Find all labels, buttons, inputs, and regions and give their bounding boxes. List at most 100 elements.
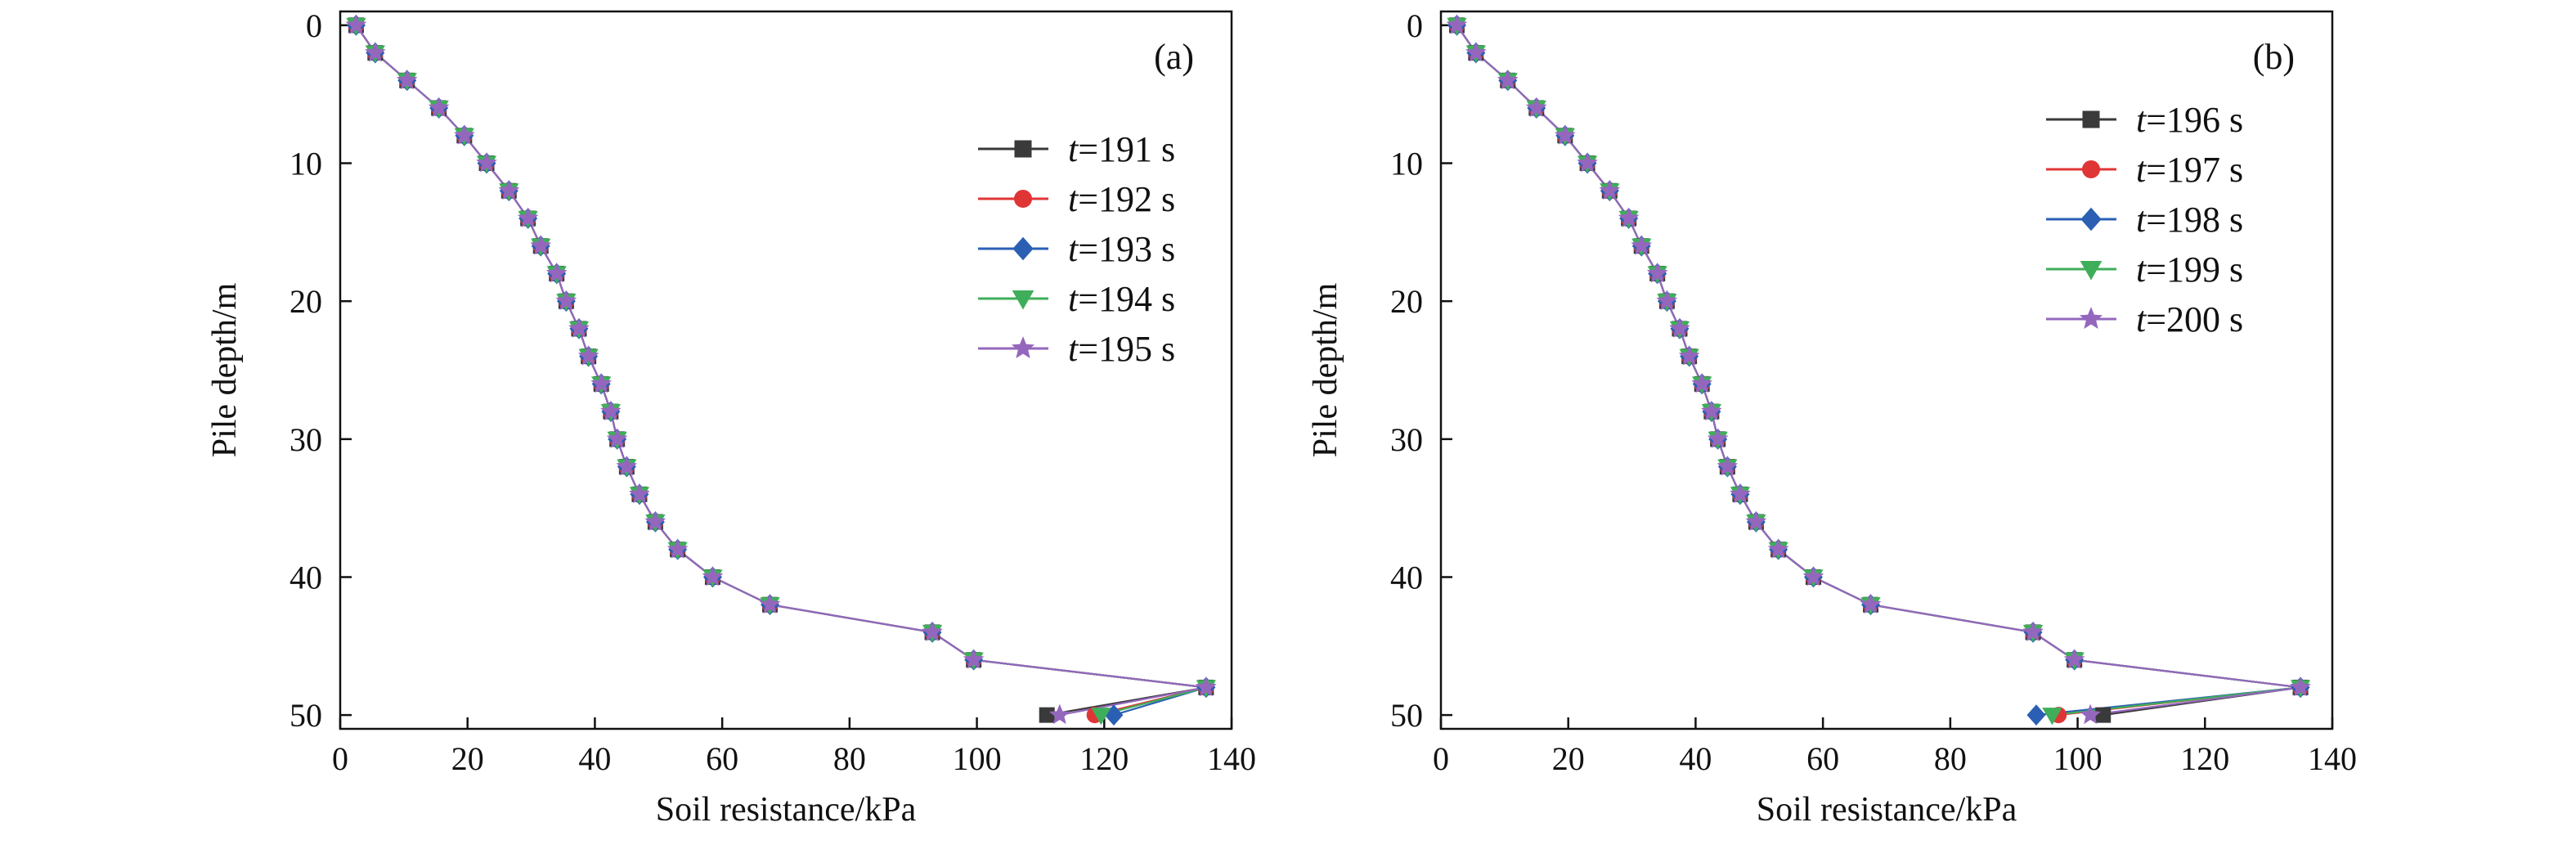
legend-marker	[2082, 160, 2100, 178]
x-tick-label: 40	[578, 740, 611, 777]
data-point	[1745, 510, 1767, 531]
data-point	[1577, 152, 1598, 173]
x-axis-title: Soil resistance/kPa	[1757, 791, 2017, 829]
data-point	[922, 621, 943, 641]
data-point	[1039, 707, 1055, 723]
x-tick-label: 120	[2180, 740, 2229, 777]
chart-panel-a: 0 20 40 60 80 100 120 140 0 10 20 30 40 50 Soil resist…	[206, 7, 1256, 829]
legend-label: t=198 s	[2136, 200, 2243, 240]
x-tick-label: 20	[1552, 740, 1585, 777]
x-tick-label: 0	[1433, 740, 1449, 777]
y-tick-label: 40	[1390, 559, 1423, 596]
legend-marker	[1012, 290, 1034, 310]
data-point	[545, 262, 568, 283]
data-point	[666, 538, 689, 559]
data-point	[1701, 400, 1722, 420]
x-tick-label: 60	[706, 740, 738, 777]
data-point	[1707, 428, 1729, 448]
x-tick-label: 80	[833, 740, 866, 777]
data-point	[2290, 676, 2311, 697]
y-axis-title: Pile depth/m	[206, 282, 244, 457]
y-tick-label: 50	[289, 697, 322, 734]
data-point	[702, 565, 724, 587]
y-tick-label: 50	[1390, 697, 1423, 734]
x-tick-label: 20	[451, 740, 484, 777]
data-point	[1497, 69, 1519, 90]
legend-marker	[2080, 261, 2103, 281]
data-point	[600, 400, 622, 420]
data-point	[454, 124, 475, 145]
data-point	[1618, 207, 1640, 227]
data-point	[2095, 707, 2112, 723]
data-point	[1446, 14, 1468, 34]
chart-panel-b: 0 20 40 60 80 100 120 140 0 10 20 30 40 50 Soil resist…	[1307, 7, 2357, 829]
x-tick-label: 100	[2053, 740, 2103, 777]
y-axis-title: Pile depth/m	[1307, 282, 1344, 457]
data-point	[616, 456, 638, 476]
legend-label: t=195 s	[1068, 329, 1175, 369]
legend-label: t=199 s	[2136, 249, 2243, 290]
data-point	[590, 372, 613, 393]
y-tick-label: 10	[1390, 146, 1423, 182]
data-point	[1091, 708, 1111, 726]
plot-frame	[1439, 10, 2334, 730]
x-axis-title: Soil resistance/kPa	[656, 791, 917, 829]
panel-label: (b)	[2253, 37, 2295, 77]
data-point	[568, 317, 590, 338]
legend-label: t=193 s	[1068, 229, 1175, 269]
legend-label: t=191 s	[1068, 129, 1175, 169]
legend-label: t=200 s	[2136, 299, 2243, 339]
data-point	[1196, 676, 1217, 697]
legend-marker	[1011, 336, 1035, 358]
data-point	[577, 345, 599, 366]
y-tick-label: 20	[1390, 283, 1423, 320]
data-point	[1656, 290, 1678, 311]
legend-marker	[1014, 190, 1032, 208]
x-tick-label: 140	[2308, 740, 2357, 777]
data-point	[365, 42, 386, 62]
data-point	[1802, 565, 1824, 587]
legend-label: t=194 s	[1068, 279, 1175, 319]
legend-label: t=192 s	[1068, 179, 1175, 219]
legend-label: t=196 s	[2136, 100, 2243, 140]
x-tick-label: 100	[953, 740, 1002, 777]
data-point	[2026, 704, 2046, 726]
legend-marker	[2079, 307, 2103, 329]
x-tick-label: 0	[332, 740, 348, 777]
data-point	[644, 510, 666, 531]
data-point	[1860, 593, 1882, 614]
y-tick-label: 40	[289, 559, 322, 596]
panel-label: (a)	[1154, 37, 1194, 77]
data-point	[345, 14, 367, 34]
y-tick-label: 0	[1407, 7, 1423, 44]
data-point	[1678, 345, 1700, 366]
data-point	[1599, 179, 1621, 200]
data-point	[963, 649, 985, 669]
legend-label: t=197 s	[2136, 150, 2243, 190]
x-tick-label: 140	[1207, 740, 1256, 777]
legend-marker	[1014, 140, 1032, 158]
x-tick-label: 120	[1079, 740, 1129, 777]
data-point	[428, 97, 450, 117]
y-tick-label: 0	[306, 7, 322, 44]
legend-marker	[2082, 110, 2100, 128]
x-tick-label: 80	[1934, 740, 1967, 777]
data-point	[759, 593, 781, 614]
y-tick-label: 30	[1390, 421, 1423, 458]
data-point	[1730, 483, 1751, 504]
data-point	[1767, 538, 1789, 559]
data-point	[396, 69, 418, 90]
data-point	[517, 207, 539, 227]
data-point	[1525, 97, 1547, 117]
data-point	[1691, 372, 1713, 393]
data-point	[1631, 235, 1653, 255]
data-point	[2042, 708, 2062, 726]
data-point	[1465, 42, 1487, 62]
data-point	[498, 179, 520, 200]
data-point	[2080, 703, 2101, 725]
data-point	[1717, 456, 1739, 476]
y-tick-label: 10	[289, 146, 322, 182]
plot-frame	[339, 10, 1233, 730]
legend-marker	[1012, 236, 1034, 261]
